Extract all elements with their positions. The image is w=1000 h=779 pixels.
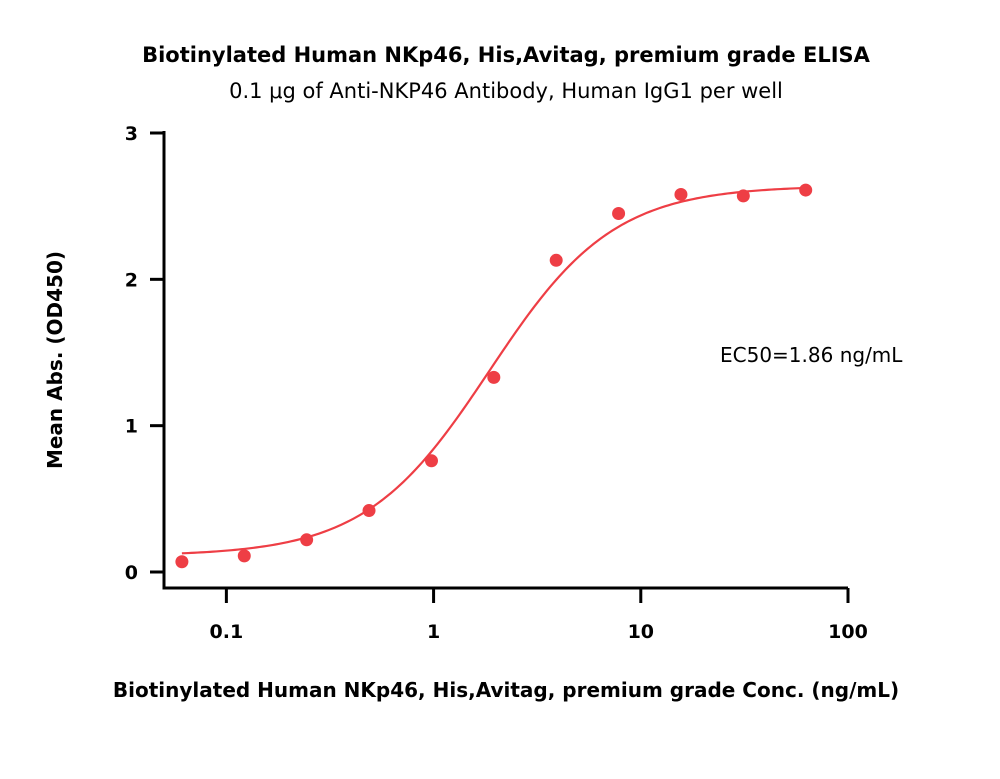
data-points	[175, 183, 813, 569]
x-tick-label: 0.1	[210, 621, 244, 643]
data-point	[612, 206, 626, 220]
axes	[162, 131, 848, 590]
x-tick-label: 1	[427, 621, 440, 643]
x-tick-label: 10	[628, 621, 654, 643]
y-tick-label: 1	[125, 416, 138, 438]
x-ticks: 0.1 1 10 100	[210, 588, 868, 643]
x-tick-label: 100	[828, 621, 868, 643]
data-point	[300, 533, 314, 547]
data-point	[362, 504, 376, 518]
data-point	[424, 454, 438, 468]
data-point	[487, 370, 501, 384]
fit-curve	[181, 186, 806, 555]
data-point	[674, 187, 688, 201]
y-ticks: 0 1 2 3	[125, 123, 164, 584]
chart-subtitle: 0.1 μg of Anti-NKP46 Antibody, Human IgG…	[229, 79, 783, 103]
y-axis-label: Mean Abs. (OD450)	[43, 251, 67, 469]
y-tick-label: 0	[125, 562, 138, 584]
x-axis-label: Biotinylated Human NKp46, His,Avitag, pr…	[113, 678, 899, 702]
ec50-annotation: EC50=1.86 ng/mL	[720, 343, 903, 367]
data-point	[799, 183, 813, 197]
data-point	[175, 555, 189, 569]
data-point	[549, 253, 563, 267]
data-point	[237, 549, 251, 563]
y-tick-label: 3	[125, 123, 138, 145]
data-point	[736, 189, 750, 203]
y-tick-label: 2	[125, 269, 138, 291]
chart-title: Biotinylated Human NKp46, His,Avitag, pr…	[142, 43, 871, 67]
